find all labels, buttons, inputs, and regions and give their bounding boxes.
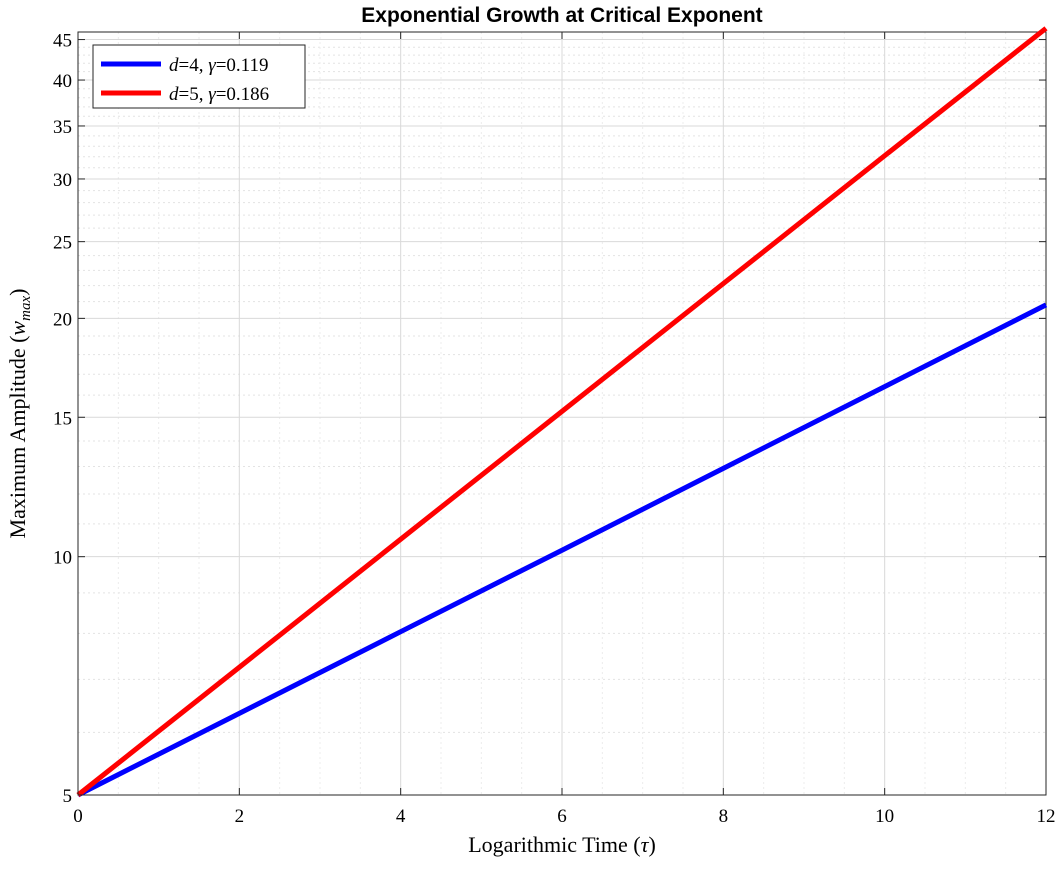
x-tick-label: 6 xyxy=(557,806,567,827)
legend-symbol: γ xyxy=(208,55,216,76)
series-line-1 xyxy=(76,302,1048,798)
legend-eq1: =4, xyxy=(179,55,209,76)
y-axis-label: Maximum Amplitude (wmax) xyxy=(5,289,34,539)
y-axis-label-tail: ) xyxy=(5,289,30,296)
legend-eq1: =5, xyxy=(179,84,209,105)
legend-box xyxy=(92,44,306,109)
x-tick-label: 2 xyxy=(235,806,245,827)
legend-eq2: =0.186 xyxy=(216,84,269,105)
x-axis-label-main: Logarithmic Time ( xyxy=(468,832,640,857)
ticks: 0 2 4 6 8 10 12 5 10 15 20 25 30 35 40 45 xyxy=(53,31,1056,827)
x-tick-label: 0 xyxy=(73,806,83,827)
y-tick-label: 5 xyxy=(63,786,73,807)
series-line-2 xyxy=(76,26,1048,797)
chart-title: Exponential Growth at Critical Exponent xyxy=(361,4,762,27)
y-tick-label: 40 xyxy=(53,71,72,92)
legend-label-1: d=4, γ=0.119 xyxy=(169,55,268,76)
x-axis-label: Logarithmic Time (τ) xyxy=(468,832,656,857)
y-tick-label: 10 xyxy=(53,548,72,569)
y-tick-label: 30 xyxy=(53,170,72,191)
y-axis-label-subscript: max xyxy=(18,296,34,321)
y-tick-label: 15 xyxy=(53,408,72,429)
x-axis-label-symbol: τ xyxy=(641,832,650,857)
series-group xyxy=(76,26,1048,798)
y-tick-label: 35 xyxy=(53,117,72,138)
grid xyxy=(77,32,1047,796)
y-axis-label-main: Maximum Amplitude ( xyxy=(5,336,30,539)
y-tick-label: 20 xyxy=(53,309,72,330)
x-tick-label: 12 xyxy=(1037,806,1056,827)
legend-eq2: =0.119 xyxy=(216,55,269,76)
legend-var: d xyxy=(169,84,179,105)
x-tick-label: 4 xyxy=(396,806,406,827)
x-tick-label: 8 xyxy=(719,806,729,827)
y-tick-label: 45 xyxy=(53,31,72,52)
legend-var: d xyxy=(169,55,179,76)
y-axis-label-symbol: w xyxy=(5,321,30,336)
legend-symbol: γ xyxy=(208,84,216,105)
legend-label-2: d=5, γ=0.186 xyxy=(169,84,269,105)
x-tick-label: 10 xyxy=(875,806,894,827)
x-axis-label-tail: ) xyxy=(648,832,655,857)
y-tick-label: 25 xyxy=(53,233,72,254)
